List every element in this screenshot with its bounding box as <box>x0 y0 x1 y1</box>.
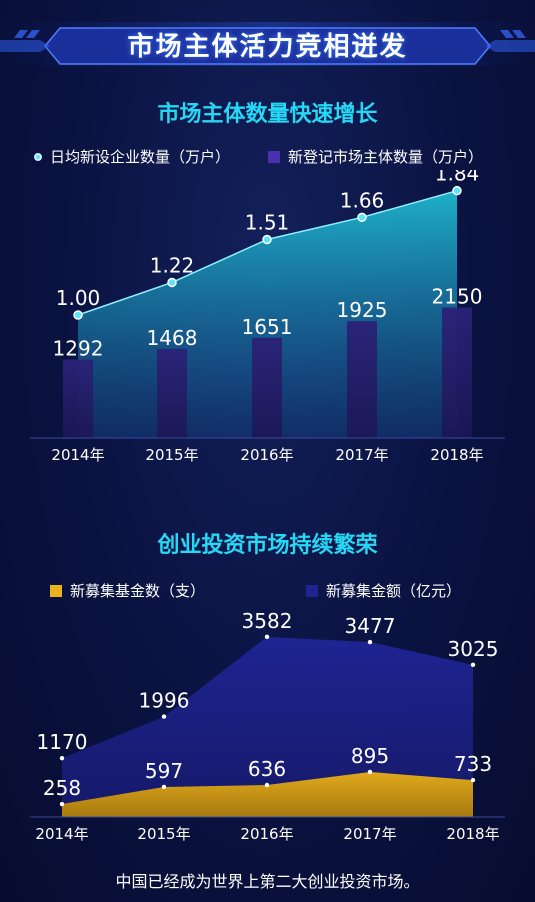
legend-dot-icon <box>34 152 42 161</box>
chart1-x-tick: 2014年 <box>51 446 104 464</box>
chart1-point <box>167 277 177 288</box>
chart2-legend-funds: 新募集基金数（支） <box>50 580 205 601</box>
chart1-point-label: 1.66 <box>340 188 385 212</box>
chart2-amount-label: 1170 <box>37 730 88 754</box>
chart1-point <box>73 310 83 320</box>
chart1-x-tick: 2018年 <box>430 446 483 464</box>
chart1-point <box>357 212 367 223</box>
chart1-point-label: 1.51 <box>245 211 290 235</box>
chart2-x-tick: 2016年 <box>240 825 293 843</box>
chart2-funds-point <box>161 784 167 790</box>
footer-note: 中国已经成为世界上第二大创业投资市场。 <box>115 872 420 891</box>
chart2-funds-label: 636 <box>248 757 286 781</box>
chart2-funds-label: 258 <box>43 776 81 800</box>
chart2-funds-point <box>470 777 476 783</box>
chart2-funds-point <box>59 801 65 807</box>
chart1-point-label: 1.84 <box>435 170 480 186</box>
chart2-title: 创业投资市场持续繁荣 <box>157 533 378 558</box>
chart2-amount-label: 1996 <box>139 689 190 713</box>
chart1-title: 市场主体数量快速增长 <box>157 102 378 127</box>
chart1-point <box>452 185 462 196</box>
chart2-amount-point <box>264 634 270 640</box>
legend-square-icon <box>306 584 318 597</box>
chart1-bar-label: 1925 <box>337 298 388 322</box>
chart2-legend-funds-label: 新募集基金数（支） <box>70 582 206 600</box>
chart1-bar <box>63 359 93 438</box>
chart2-amount-label: 3477 <box>345 614 396 638</box>
legend-square-icon <box>50 584 62 597</box>
chart1-plot: 1292 1468 1651 1925 2150 1.00 1.22 1.51 1.66 1.84… <box>30 170 505 464</box>
legend-square-icon <box>268 150 280 163</box>
chart1-legend-bar: 新登记市场主体数量（万户） <box>268 146 483 167</box>
chart2-funds-area <box>62 771 473 817</box>
chart2-x-tick: 2015年 <box>137 825 190 843</box>
chart1-x-tick: 2016年 <box>240 446 293 464</box>
chart2-funds-label: 597 <box>145 759 183 783</box>
chart1-bar-label: 1468 <box>147 326 198 350</box>
chart1-bar-label: 1292 <box>53 337 104 361</box>
chart2-funds-point <box>264 782 270 788</box>
chart2-amount-point <box>470 662 476 668</box>
chart1-point <box>262 234 272 245</box>
chart1-legend-bar-label: 新登记市场主体数量（万户） <box>288 148 484 166</box>
chart2-funds-label: 895 <box>351 744 389 768</box>
chart2-funds-point <box>367 769 373 775</box>
chart2-x-tick: 2017年 <box>343 825 396 843</box>
chart1-point-label: 1.00 <box>56 286 101 310</box>
chart1-bar-label: 1651 <box>242 315 293 339</box>
title-banner <box>0 22 535 66</box>
chart1-bar <box>252 337 282 438</box>
chart2-amount-point <box>367 639 373 645</box>
chart2-amount-point <box>161 714 167 719</box>
chart1-bar <box>442 307 472 438</box>
chart2-amount-label: 3582 <box>242 609 293 633</box>
chart1-x-tick: 2015年 <box>145 446 198 464</box>
chart1-bar-label: 2150 <box>432 284 483 308</box>
chart2-plot: 1170 1996 3582 3477 3025 258 597 636 895 733 2014年… <box>30 609 505 843</box>
chart1-bar <box>157 348 187 438</box>
chart2-x-tick: 2018年 <box>446 825 499 843</box>
chart1-x-tick: 2017年 <box>335 446 388 464</box>
chart1-point-label: 1.22 <box>150 253 195 277</box>
chart2-x-tick: 2014年 <box>35 825 88 843</box>
chart1-bar <box>347 321 377 438</box>
chart1-legend-line: 日均新设企业数量（万户） <box>34 146 230 167</box>
chart2-amount-point <box>59 755 65 761</box>
page-title: 市场主体活力竞相迸发 <box>127 32 408 62</box>
chart2-funds-label: 733 <box>454 752 492 776</box>
chart2-amount-label: 3025 <box>448 637 499 661</box>
chart1-legend-line-label: 日均新设企业数量（万户） <box>50 148 231 166</box>
chart2-legend-amount: 新募集金额（亿元） <box>306 580 461 601</box>
chart2-legend-amount-label: 新募集金额（亿元） <box>326 582 462 600</box>
